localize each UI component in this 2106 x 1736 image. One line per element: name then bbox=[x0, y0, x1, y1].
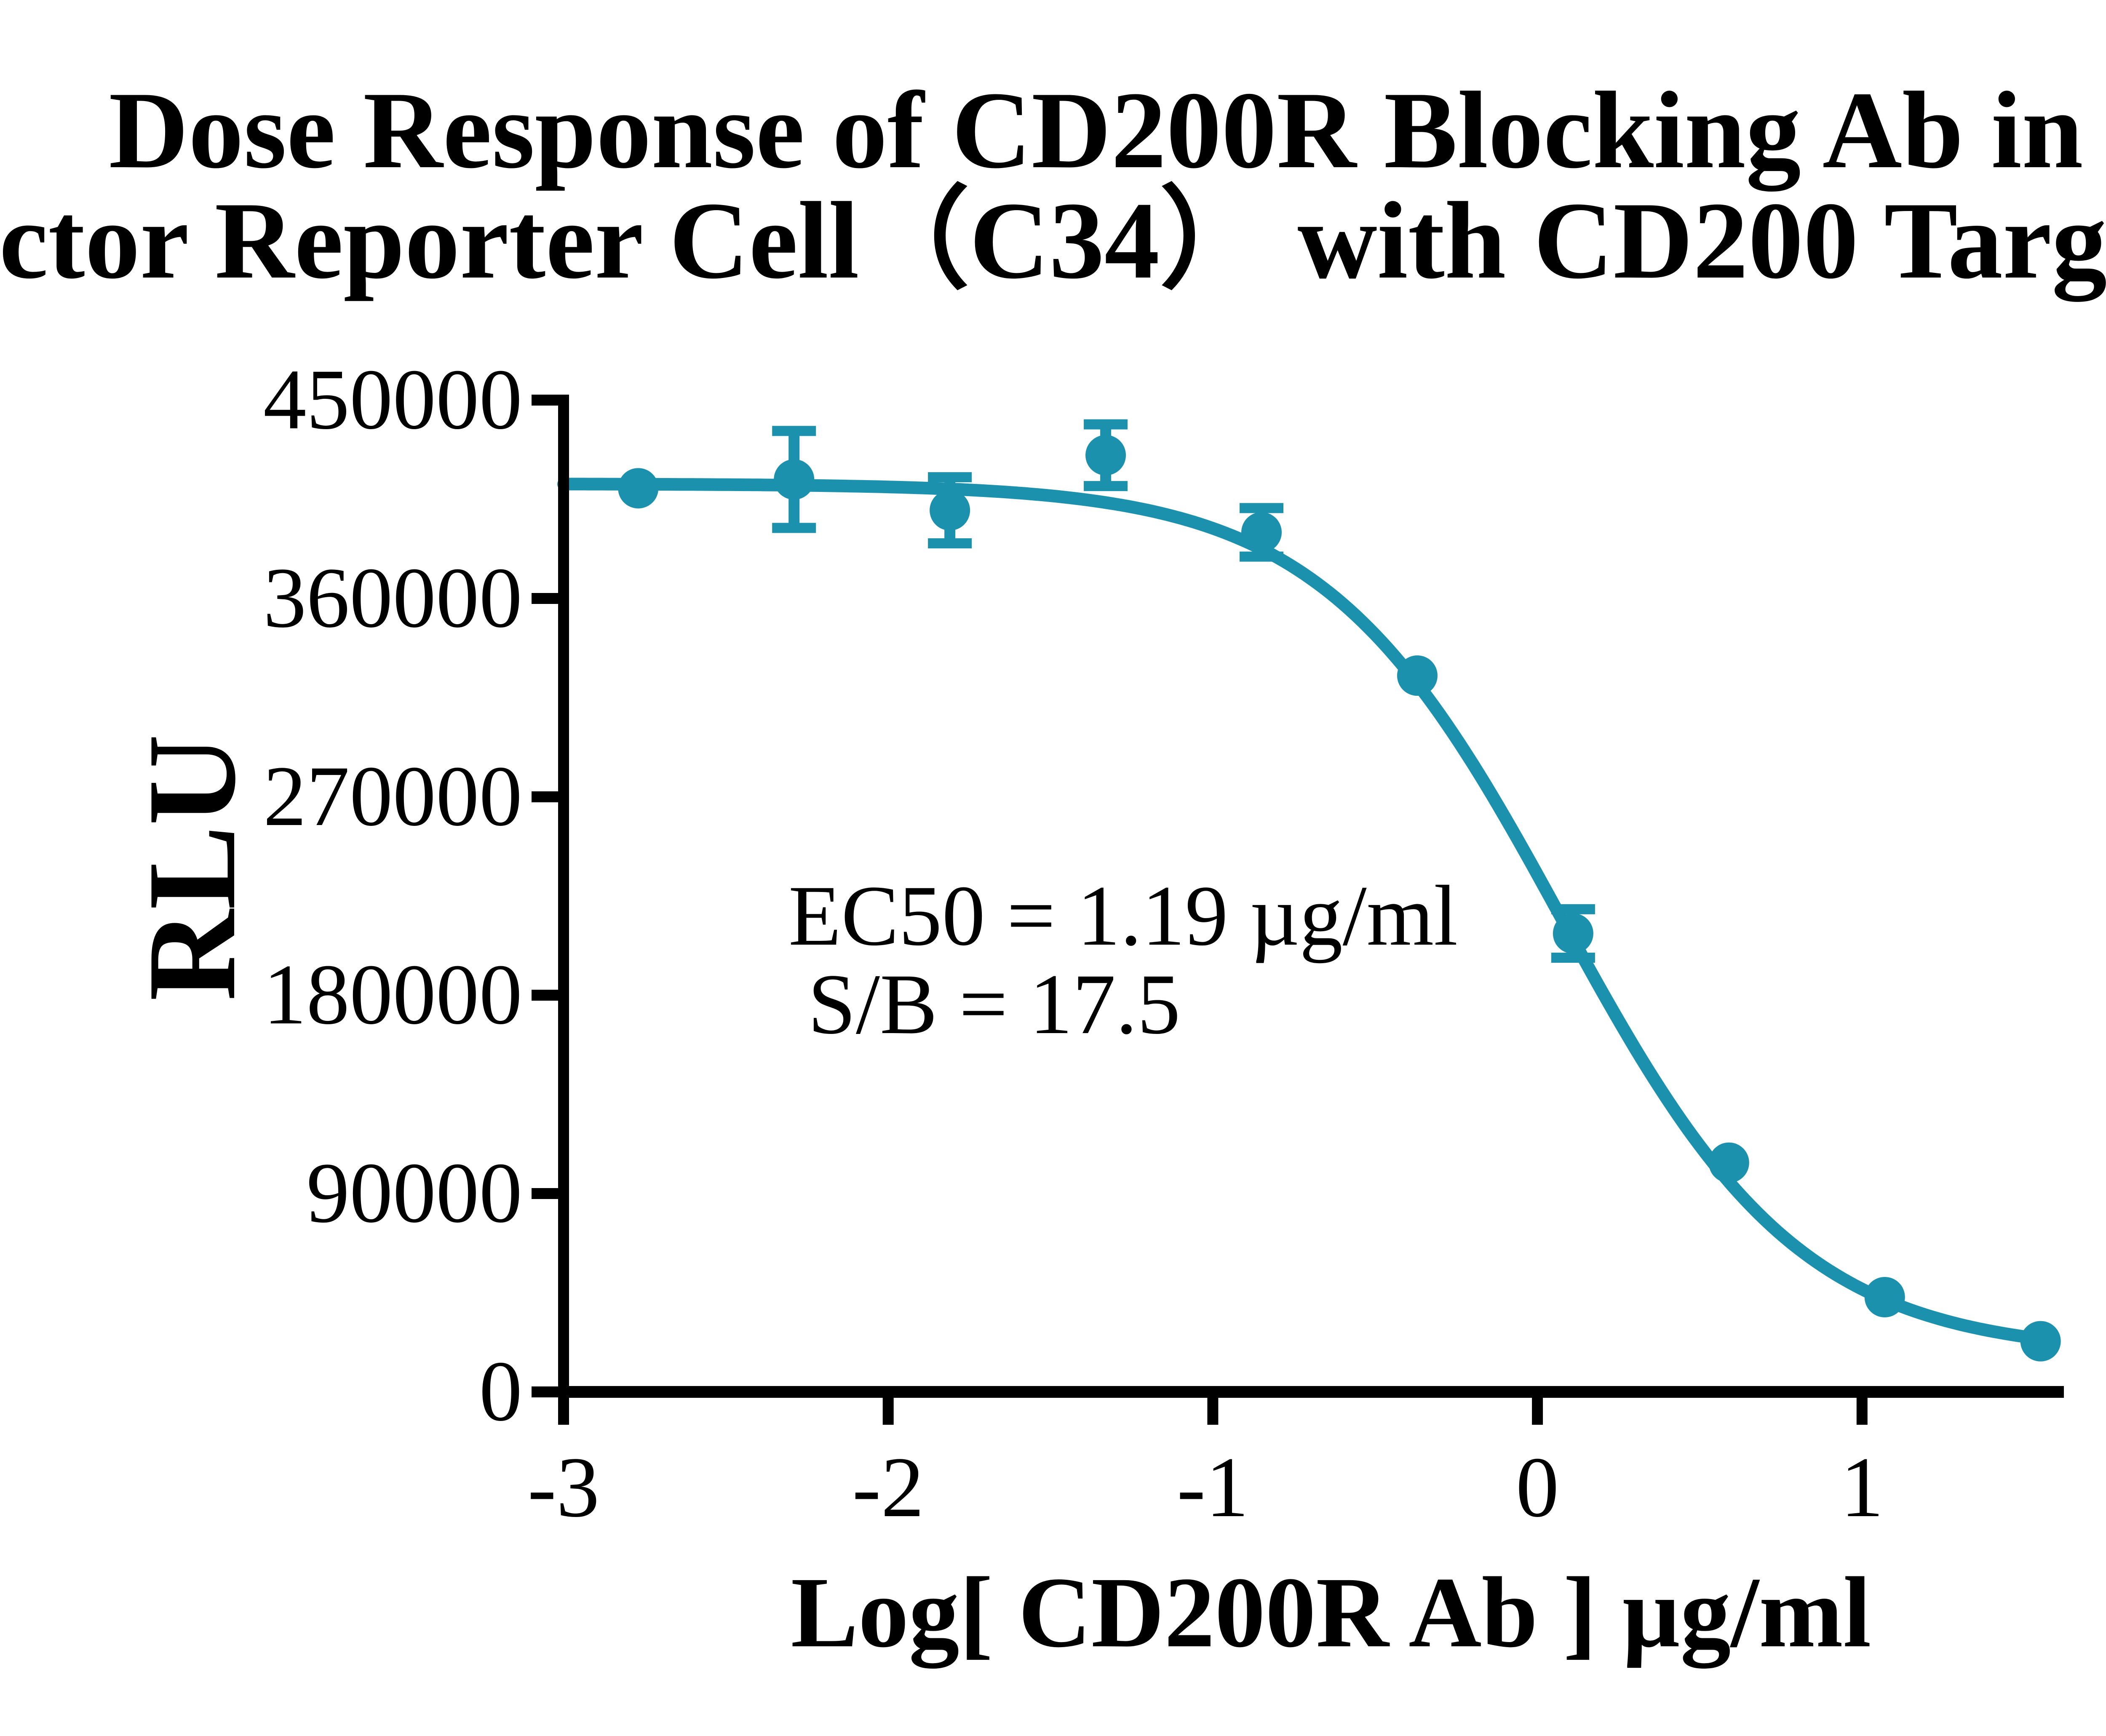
data-point-marker bbox=[1241, 512, 1282, 553]
data-point-marker bbox=[774, 459, 815, 500]
chart-title-line-1: Dose Response of CD200R Blocking Ab in C… bbox=[109, 69, 2106, 193]
y-axis-tick-labels: 0 90000 180000 270000 360000 450000 bbox=[263, 352, 522, 1439]
x-tick-label: 1 bbox=[1841, 1440, 1884, 1535]
data-point-marker bbox=[2020, 1321, 2061, 1362]
x-tick-label: -3 bbox=[528, 1440, 600, 1535]
y-tick-label: 180000 bbox=[263, 947, 522, 1042]
data-point-marker bbox=[1553, 913, 1593, 954]
x-tick-label: -1 bbox=[1177, 1440, 1249, 1535]
x-tick-label: 0 bbox=[1516, 1440, 1559, 1535]
data-point-markers-layer bbox=[618, 435, 2061, 1362]
x-axis-tick-labels: -3 -2 -1 0 1 bbox=[528, 1440, 1884, 1535]
x-tick-label: -2 bbox=[852, 1440, 924, 1535]
y-tick-label: 270000 bbox=[263, 748, 522, 844]
data-point-marker bbox=[1708, 1142, 1749, 1183]
data-point-marker bbox=[1864, 1277, 1905, 1317]
data-point-marker bbox=[930, 490, 970, 531]
y-axis-title: RLU bbox=[122, 734, 262, 1001]
y-tick-label: 90000 bbox=[307, 1145, 523, 1241]
chart-title-line-2: Effector Reporter Cell（C34） with CD200 T… bbox=[0, 179, 2106, 304]
x-axis-ticks bbox=[558, 1392, 1868, 1425]
y-axis-ticks bbox=[532, 395, 564, 1397]
annotation-ec50: EC50 = 1.19 µg/ml bbox=[788, 868, 1458, 964]
y-tick-label: 360000 bbox=[263, 550, 522, 646]
x-axis-title: Log[ CD200R Ab ] µg/ml bbox=[791, 1556, 1871, 1669]
y-tick-label: 450000 bbox=[263, 352, 522, 447]
data-point-marker bbox=[618, 468, 659, 509]
data-point-marker bbox=[1397, 655, 1438, 696]
y-tick-label: 0 bbox=[479, 1343, 523, 1439]
data-point-marker bbox=[1085, 435, 1126, 475]
annotation-signal-to-background: S/B = 17.5 bbox=[808, 956, 1181, 1052]
